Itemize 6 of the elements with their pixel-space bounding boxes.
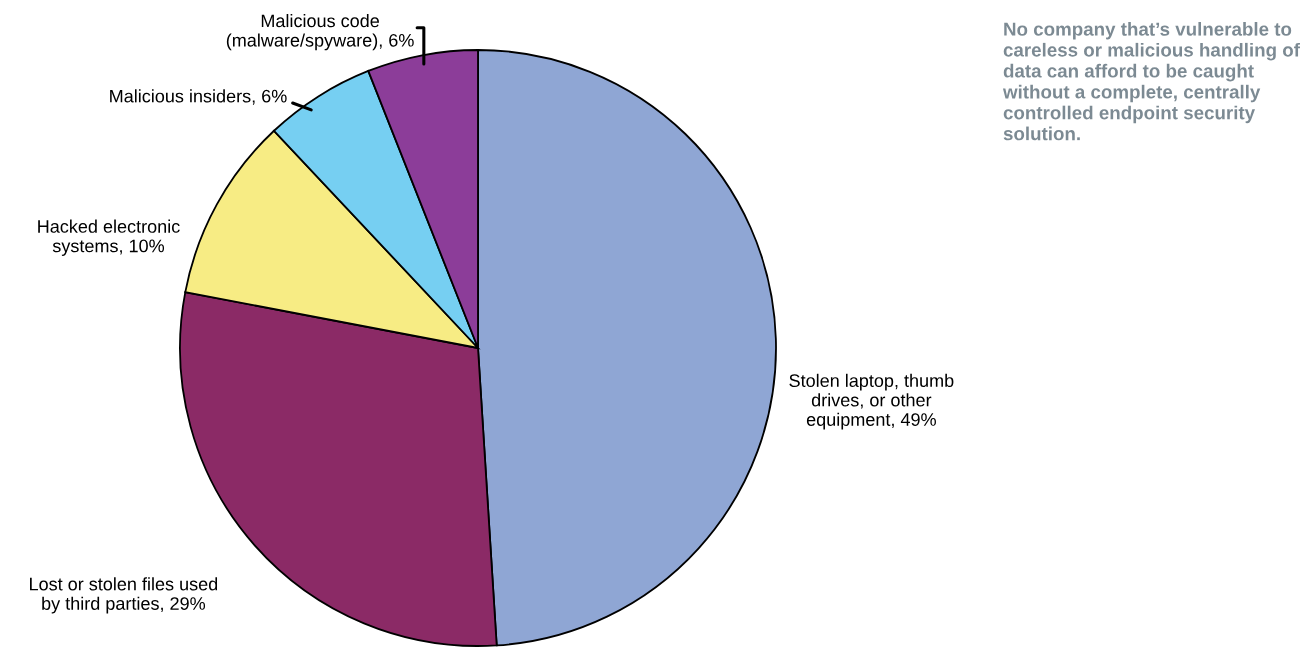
slice-label: Stolen laptop, thumb drives, or other equipment, 49% (789, 373, 954, 430)
slice-label: Hacked electronic systems, 10% (38, 219, 180, 256)
slice-label: Malicious insiders, 6% (110, 89, 287, 105)
slice-label: Malicious code (malware/spyware), 6% (226, 13, 414, 51)
text: No company that’s vulnerable to careless or malicious handling of data can afford to be caught without a complete, centrally controlled endpoint security solution. (1002, 22, 1300, 141)
slice-label: Lost or stolen files used by third parties, 29% (30, 577, 218, 614)
